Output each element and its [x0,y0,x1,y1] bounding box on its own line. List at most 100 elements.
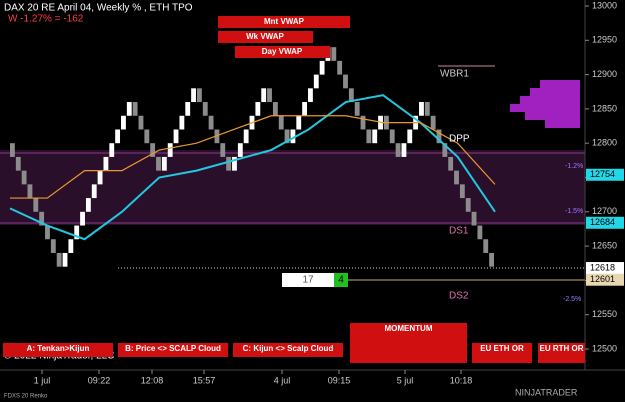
price-tag [586,262,624,275]
brick [278,115,284,130]
brick [255,102,261,116]
brick [237,143,243,157]
brick [185,102,191,116]
brick [50,239,56,253]
brick [39,211,45,226]
brick [45,225,50,240]
button-label: C: Kijun <> Scalp Cloud [243,344,334,353]
brick [74,225,80,240]
brick [284,129,290,144]
brick [308,88,313,103]
price-tag-label: 12618 [590,262,615,272]
y-tick-label: 12900 [592,69,617,79]
button-label: A: Tenkan>Kijun [27,344,90,353]
button[interactable] [233,343,343,357]
brick [15,156,21,171]
brick [272,102,278,116]
brick [173,129,179,144]
instrument: FDXS 20 Renko [4,394,48,400]
brick [366,129,372,144]
price-tag [586,216,624,229]
brand: NINJATRADER [515,387,578,397]
x-tick-label: 09:15 [328,375,351,385]
vwap-box [235,46,330,58]
brick [138,115,144,130]
brick [448,156,454,171]
brick [407,129,413,144]
brick [97,170,103,185]
button-label: B: Price <> SCALP Cloud [125,344,221,353]
vwap-label: Mnt VWAP [264,17,305,26]
button[interactable] [350,323,467,363]
annotation: -2.5% [563,296,581,303]
button-label: EU ETH OR [480,344,524,353]
y-tick-label: 12950 [592,35,617,45]
brick [419,102,424,116]
annotation: DS2 [449,291,469,302]
brick [337,60,343,75]
brick [267,88,272,103]
button[interactable] [118,343,228,357]
counter-value: 4 [338,275,344,286]
button[interactable] [472,343,532,363]
brick [343,74,348,89]
brick [465,198,471,212]
brick [27,184,33,199]
brick [132,102,138,116]
brick [91,184,97,199]
subtitle: W -1.27% = -162 [8,14,84,25]
brick [232,156,237,171]
price-tag [586,168,624,181]
brick [471,211,477,226]
brick [354,102,360,116]
brick [191,88,196,103]
brick [243,129,249,144]
brick [459,184,465,199]
brick [202,102,208,116]
y-tick-label: 12800 [592,138,617,148]
brick [109,143,115,157]
brick [126,102,132,116]
y-tick-label: 12650 [592,240,617,250]
button-label: MOMENTUM [385,324,433,333]
y-tick-label: 13000 [592,0,617,10]
y-tick-label: 12850 [592,103,617,113]
brick [179,115,185,130]
brick [121,115,126,130]
x-tick-label: 12:08 [141,375,164,385]
brick [261,88,267,103]
brick [56,252,62,267]
brick [214,129,220,144]
brick [477,225,483,240]
brick [489,252,494,267]
brick [62,252,68,267]
button[interactable] [3,343,113,357]
brick [226,156,232,171]
x-tick-label: 10:18 [450,375,473,385]
x-tick-label: 4 jul [274,375,291,385]
brick [296,115,302,130]
brick [372,129,378,144]
brick [319,60,325,75]
brick [10,143,15,157]
brick [167,143,173,157]
vwap-box [218,16,350,28]
brick [150,143,156,157]
brick [196,88,202,103]
brick [401,143,407,157]
brick [33,198,39,212]
x-tick-label: 1 jul [34,375,51,385]
vwap-label: Day VWAP [262,47,303,56]
button[interactable] [538,343,585,363]
counter-box [282,273,334,287]
y-tick-label: 12500 [592,343,617,353]
price-axis [585,0,625,370]
x-tick-label: 5 jul [397,375,414,385]
brick [302,102,308,116]
brick [331,47,337,61]
brick [436,129,442,144]
annotation: -1.5% [565,208,583,215]
brick [103,156,109,171]
indicator-line [10,115,496,199]
button-label: EU RTH OR [540,344,584,353]
